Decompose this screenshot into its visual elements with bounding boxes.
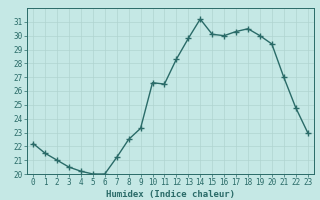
X-axis label: Humidex (Indice chaleur): Humidex (Indice chaleur) xyxy=(106,190,235,199)
